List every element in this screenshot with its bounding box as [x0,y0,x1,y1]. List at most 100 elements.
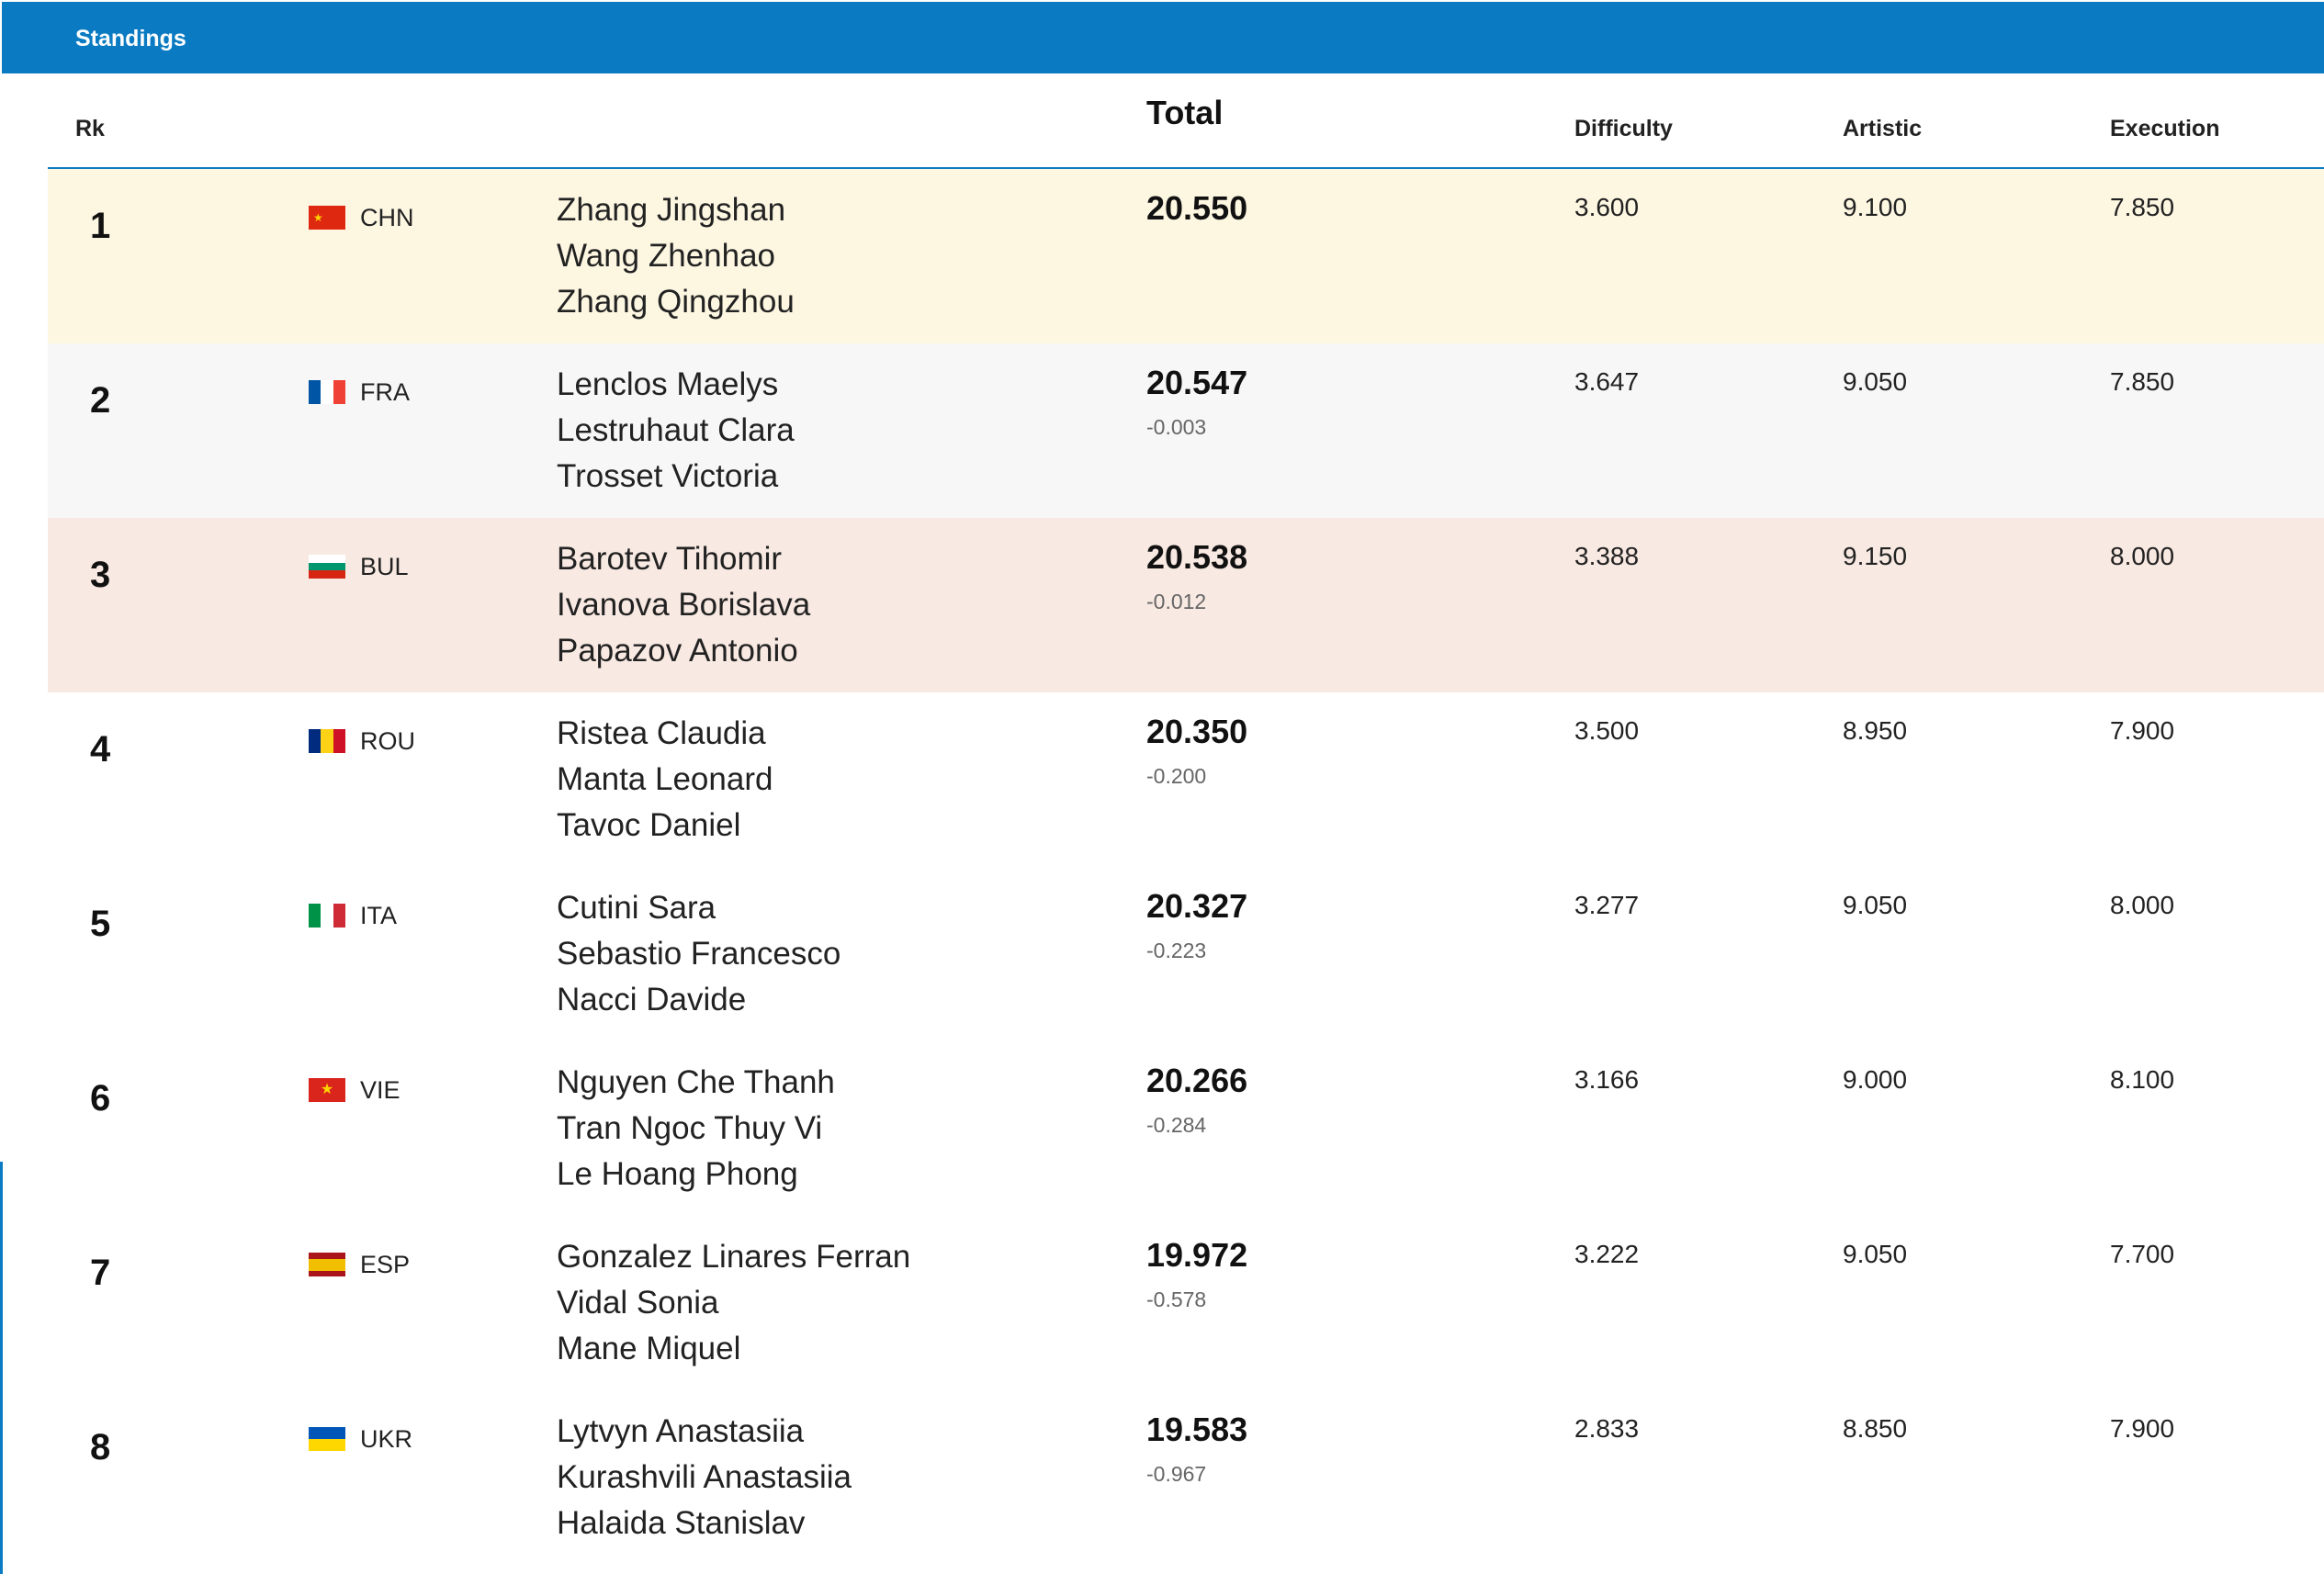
athlete-name[interactable]: Ivanova Borislava [557,587,811,623]
artistic-score: 9.050 [1843,891,1908,919]
execution-score: 8.100 [2110,1065,2175,1094]
athlete-name[interactable]: Nacci Davide [557,982,747,1017]
noc-code[interactable]: FRA [360,378,410,406]
athlete-names: Lenclos Maelys Lestruhaut Clara Trosset … [557,362,795,500]
standings-header-bar: Standings [2,2,2324,73]
execution-score: 8.000 [2110,891,2175,919]
romania-flag-icon [309,729,345,753]
athlete-name[interactable]: Zhang Qingzhou [557,284,795,320]
artistic-score: 9.000 [1843,1065,1908,1094]
column-header-artistic[interactable]: Artistic [1843,116,1923,141]
execution-score: 8.000 [2110,542,2175,570]
left-accent-line [0,1162,3,1574]
rank-cell: 1 [90,206,111,246]
table-header: Rk Total Difficulty Artistic Execution [48,73,2324,169]
china-flag-icon: ★ [309,206,345,230]
rank-cell: 3 [90,555,111,595]
athlete-name[interactable]: Kurashvili Anastasiia [557,1459,852,1495]
athlete-name[interactable]: Trosset Victoria [557,458,779,494]
rank-cell: 7 [90,1253,111,1293]
athlete-names: Lytvyn Anastasiia Kurashvili Anastasiia … [557,1409,852,1546]
athlete-names: Nguyen Che Thanh Tran Ngoc Thuy Vi Le Ho… [557,1060,835,1197]
table-row[interactable]: 5 ITA Cutini Sara Sebastio Francesco Nac… [48,867,2324,1041]
artistic-score: 9.050 [1843,367,1908,396]
athlete-name[interactable]: Sebastio Francesco [557,936,841,972]
athlete-name[interactable]: Tran Ngoc Thuy Vi [557,1110,823,1146]
noc-code[interactable]: ITA [360,902,397,929]
noc-code[interactable]: VIE [360,1076,400,1104]
athlete-name[interactable]: Barotev Tihomir [557,541,783,577]
difficulty-score: 3.647 [1574,367,1640,396]
artistic-score: 9.150 [1843,542,1908,570]
athlete-name[interactable]: Ristea Claudia [557,715,766,751]
rank-cell: 5 [90,904,111,944]
athlete-names: Barotev Tihomir Ivanova Borislava Papazo… [557,536,810,674]
score-gap: -0.003 [1146,415,1207,439]
table-row[interactable]: 2 FRA Lenclos Maelys Lestruhaut Clara Tr… [48,343,2324,518]
noc-code[interactable]: ROU [360,727,415,755]
total-score: 19.972 [1146,1236,1248,1274]
difficulty-score: 3.277 [1574,891,1640,919]
rank-cell: 2 [90,380,111,421]
score-gap: -0.200 [1146,764,1207,788]
total-score: 19.583 [1146,1411,1248,1448]
athlete-name[interactable]: Gonzalez Linares Ferran [557,1239,911,1275]
athlete-names: Gonzalez Linares Ferran Vidal Sonia Mane… [557,1234,910,1372]
execution-score: 7.900 [2110,1414,2175,1443]
column-header-rank[interactable]: Rk [75,116,105,141]
total-score: 20.538 [1146,538,1248,576]
rank-cell: 6 [90,1078,111,1119]
total-score: 20.327 [1146,887,1248,925]
difficulty-score: 3.600 [1574,193,1640,221]
noc-code[interactable]: CHN [360,204,414,231]
ukraine-flag-icon [309,1427,345,1451]
athlete-name[interactable]: Manta Leonard [557,761,773,797]
rank-cell: 8 [90,1427,111,1467]
score-gap: -0.967 [1146,1462,1207,1486]
noc-code[interactable]: ESP [360,1251,411,1278]
table-row[interactable]: 7 ESP Gonzalez Linares Ferran Vidal Soni… [48,1216,2324,1390]
table-row[interactable]: 8 UKR Lytvyn Anastasiia Kurashvili Anast… [48,1390,2324,1565]
athlete-name[interactable]: Halaida Stanislav [557,1505,806,1541]
noc-code[interactable]: BUL [360,553,409,580]
athlete-name[interactable]: Wang Zhenhao [557,238,776,274]
score-gap: -0.578 [1146,1287,1207,1311]
bulgaria-flag-icon [309,555,345,579]
table-row[interactable]: 1 ★ CHN Zhang Jingshan Wang Zhenhao Zhan… [48,169,2324,343]
difficulty-score: 3.500 [1574,716,1640,745]
athlete-name[interactable]: Tavoc Daniel [557,807,741,843]
total-score: 20.350 [1146,713,1248,750]
athlete-name[interactable]: Lytvyn Anastasiia [557,1413,805,1449]
score-gap: -0.223 [1146,939,1207,962]
athlete-name[interactable]: Papazov Antonio [557,633,798,669]
rank-cell: 4 [90,729,111,770]
score-gap: -0.012 [1146,590,1207,613]
artistic-score: 8.850 [1843,1414,1908,1443]
spain-flag-icon [309,1253,345,1276]
athlete-name[interactable]: Mane Miquel [557,1331,741,1366]
difficulty-score: 2.833 [1574,1414,1640,1443]
standings-table: Rk Total Difficulty Artistic Execution 1… [48,73,2324,1565]
table-row[interactable]: 3 BUL Barotev Tihomir Ivanova Borislava … [48,518,2324,692]
execution-score: 7.850 [2110,367,2175,396]
athlete-name[interactable]: Vidal Sonia [557,1285,719,1321]
difficulty-score: 3.166 [1574,1065,1640,1094]
athlete-name[interactable]: Zhang Jingshan [557,192,786,228]
athlete-name[interactable]: Lestruhaut Clara [557,412,795,448]
athlete-name[interactable]: Lenclos Maelys [557,366,779,402]
athlete-names: Ristea Claudia Manta Leonard Tavoc Danie… [557,711,773,849]
execution-score: 7.700 [2110,1240,2175,1268]
table-row[interactable]: 6 ★ VIE Nguyen Che Thanh Tran Ngoc Thuy … [48,1041,2324,1216]
athlete-name[interactable]: Nguyen Che Thanh [557,1064,835,1100]
noc-code[interactable]: UKR [360,1425,413,1453]
column-header-difficulty[interactable]: Difficulty [1574,116,1673,141]
athlete-names: Cutini Sara Sebastio Francesco Nacci Dav… [557,885,840,1023]
athlete-name[interactable]: Le Hoang Phong [557,1156,798,1192]
vietnam-flag-icon: ★ [309,1078,345,1102]
athlete-name[interactable]: Cutini Sara [557,890,716,926]
column-header-execution[interactable]: Execution [2110,116,2220,141]
column-header-total[interactable]: Total [1146,94,1224,131]
artistic-score: 9.100 [1843,193,1908,221]
artistic-score: 8.950 [1843,716,1908,745]
table-row[interactable]: 4 ROU Ristea Claudia Manta Leonard Tavoc… [48,692,2324,867]
